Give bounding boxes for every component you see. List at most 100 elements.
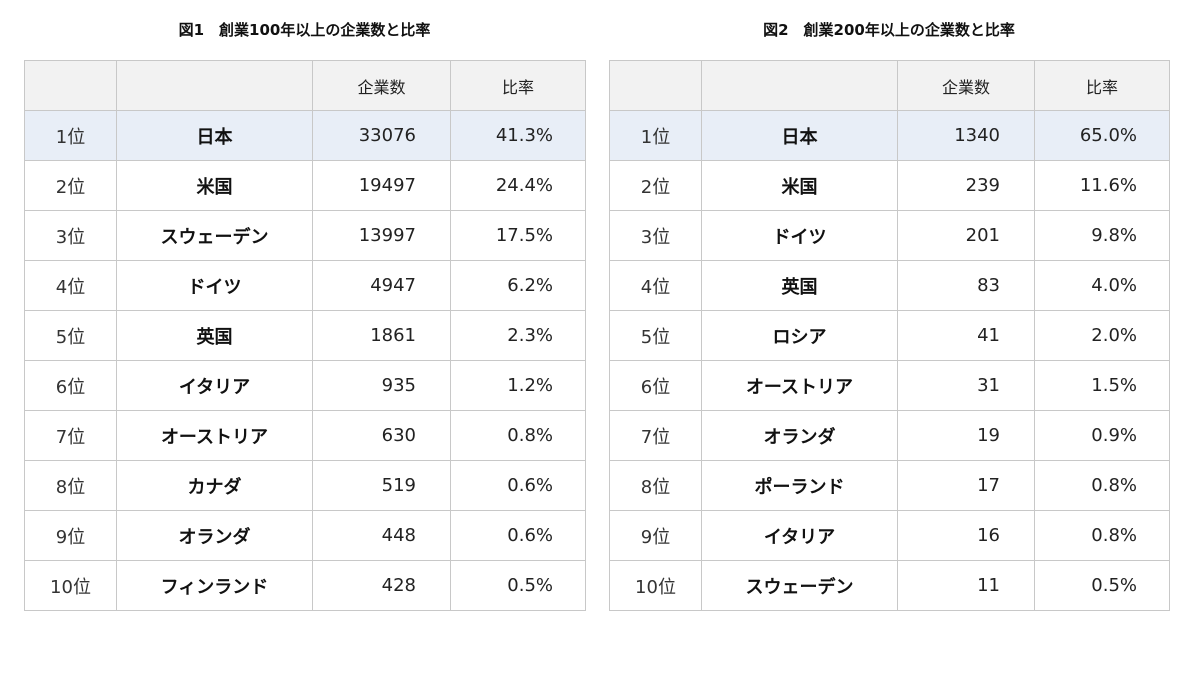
table-panel-200-years: 図2 創業200年以上の企業数と比率 企業数 比率 1位 日本 1340 65.0% 2位米… — [609, 0, 1170, 611]
rank-cell: 3位 — [609, 210, 702, 261]
country-cell: ポーランド — [701, 460, 898, 511]
header-cell-country — [116, 60, 313, 111]
ratio-cell: 0.8% — [1034, 460, 1170, 511]
country-cell: フィンランド — [116, 560, 313, 611]
country-cell: オランダ — [116, 510, 313, 561]
country-cell: ロシア — [701, 310, 898, 361]
table-row: 8位 カナダ 519 0.6% — [24, 460, 586, 511]
count-cell: 19 — [897, 410, 1035, 461]
table-caption: 図2 創業200年以上の企業数と比率 — [763, 21, 1015, 39]
count-cell: 428 — [312, 560, 451, 611]
count-cell: 519 — [312, 460, 451, 511]
rank-cell: 4位 — [609, 260, 702, 311]
ratio-cell: 2.0% — [1034, 310, 1170, 361]
ratio-cell: 0.8% — [450, 410, 586, 461]
rank-cell: 8位 — [24, 460, 117, 511]
count-cell: 13997 — [312, 210, 451, 261]
country-cell: スウェーデン — [701, 560, 898, 611]
country-cell: 日本 — [701, 110, 898, 161]
table-row: 10位 フィンランド 428 0.5% — [24, 560, 586, 611]
ratio-cell: 1.5% — [1034, 360, 1170, 411]
table-row: 1位 日本 1340 65.0% — [609, 110, 1170, 161]
rank-cell: 8位 — [609, 460, 702, 511]
header-cell-count: 企業数 — [312, 60, 451, 111]
table-row: 2位 米国 19497 24.4% — [24, 160, 586, 211]
country-cell: オランダ — [701, 410, 898, 461]
header-cell-ratio: 比率 — [1034, 60, 1170, 111]
rank-cell: 5位 — [609, 310, 702, 361]
table-row: 5位 英国 1861 2.3% — [24, 310, 586, 361]
table-row: 2位 米国 239 11.6% — [609, 160, 1170, 211]
table-caption: 図1 創業100年以上の企業数と比率 — [178, 21, 431, 39]
rank-cell: 3位 — [24, 210, 117, 261]
country-cell: イタリア — [701, 510, 898, 561]
table-row: 7位 オランダ 19 0.9% — [609, 410, 1170, 461]
ratio-cell: 65.0% — [1034, 110, 1170, 161]
ratio-cell: 0.5% — [1034, 560, 1170, 611]
count-cell: 4947 — [312, 260, 451, 311]
rank-cell: 10位 — [24, 560, 117, 611]
ratio-cell: 0.8% — [1034, 510, 1170, 561]
table-row: 6位 オーストリア 31 1.5% — [609, 360, 1170, 411]
count-cell: 239 — [897, 160, 1035, 211]
country-cell: ドイツ — [701, 210, 898, 261]
header-cell-rank — [24, 60, 117, 111]
count-cell: 201 — [897, 210, 1035, 261]
count-cell: 33076 — [312, 110, 451, 161]
table-row: 6位 イタリア 935 1.2% — [24, 360, 586, 411]
rank-cell: 6位 — [609, 360, 702, 411]
table-row: 9位 オランダ 448 0.6% — [24, 510, 586, 561]
country-cell: スウェーデン — [116, 210, 313, 261]
count-cell: 19497 — [312, 160, 451, 211]
company-ranking-table: 企業数 比率 1位 日本 1340 65.0% 2位 米国 239 11.6% 3位 ドイツ 201 9.… — [609, 60, 1170, 611]
ratio-cell: 24.4% — [450, 160, 586, 211]
country-cell: ドイツ — [116, 260, 313, 311]
country-cell: オーストリア — [116, 410, 313, 461]
country-cell: 米国 — [701, 160, 898, 211]
table-header-row: 企業数 比率 — [609, 60, 1170, 111]
rank-cell: 1位 — [24, 110, 117, 161]
header-cell-count: 企業数 — [897, 60, 1035, 111]
country-cell: イタリア — [116, 360, 313, 411]
rank-cell: 1位 — [609, 110, 702, 161]
company-ranking-table: 企業数 比率 1位 日本 33076 41.3% 2位 米国 19497 24.4% 3位 スウェーデ… — [24, 60, 586, 611]
ratio-cell: 9.8% — [1034, 210, 1170, 261]
ratio-cell: 0.9% — [1034, 410, 1170, 461]
ratio-cell: 2.3% — [450, 310, 586, 361]
ratio-cell: 11.6% — [1034, 160, 1170, 211]
rank-cell: 7位 — [609, 410, 702, 461]
table-panel-100-years: 図1 創業100年以上の企業数と比率 企業数 比率 1位 日本 33076 41.3% 2位… — [24, 0, 586, 611]
ratio-cell: 41.3% — [450, 110, 586, 161]
count-cell: 1340 — [897, 110, 1035, 161]
rank-cell: 9位 — [609, 510, 702, 561]
count-cell: 1861 — [312, 310, 451, 361]
count-cell: 31 — [897, 360, 1035, 411]
table-row: 8位 ポーランド 17 0.8% — [609, 460, 1170, 511]
country-cell: カナダ — [116, 460, 313, 511]
ratio-cell: 1.2% — [450, 360, 586, 411]
count-cell: 41 — [897, 310, 1035, 361]
rank-cell: 9位 — [24, 510, 117, 561]
count-cell: 16 — [897, 510, 1035, 561]
table-row: 4位 ドイツ 4947 6.2% — [24, 260, 586, 311]
count-cell: 17 — [897, 460, 1035, 511]
rank-cell: 6位 — [24, 360, 117, 411]
country-cell: 日本 — [116, 110, 313, 161]
header-cell-ratio: 比率 — [450, 60, 586, 111]
table-header-row: 企業数 比率 — [24, 60, 586, 111]
ratio-cell: 4.0% — [1034, 260, 1170, 311]
rank-cell: 10位 — [609, 560, 702, 611]
rank-cell: 4位 — [24, 260, 117, 311]
table-row: 4位 英国 83 4.0% — [609, 260, 1170, 311]
rank-cell: 2位 — [609, 160, 702, 211]
ratio-cell: 0.5% — [450, 560, 586, 611]
count-cell: 83 — [897, 260, 1035, 311]
count-cell: 448 — [312, 510, 451, 561]
country-cell: 英国 — [701, 260, 898, 311]
table-row: 1位 日本 33076 41.3% — [24, 110, 586, 161]
header-cell-country — [701, 60, 898, 111]
ratio-cell: 17.5% — [450, 210, 586, 261]
country-cell: オーストリア — [701, 360, 898, 411]
rank-cell: 7位 — [24, 410, 117, 461]
table-row: 3位 スウェーデン 13997 17.5% — [24, 210, 586, 261]
